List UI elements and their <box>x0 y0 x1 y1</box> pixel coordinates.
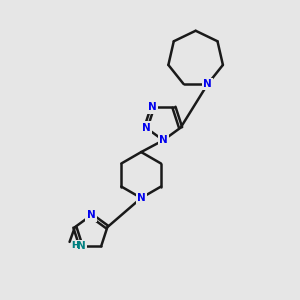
Text: N: N <box>77 241 85 251</box>
Text: N: N <box>137 193 146 203</box>
Text: N: N <box>203 79 212 89</box>
Text: N: N <box>159 135 168 145</box>
Text: N: N <box>148 102 157 112</box>
Text: N: N <box>142 123 150 133</box>
Text: N: N <box>159 135 168 145</box>
Text: N: N <box>87 210 95 220</box>
Text: N: N <box>142 123 150 133</box>
Text: N: N <box>203 79 212 89</box>
Text: H: H <box>71 241 78 250</box>
Text: N: N <box>87 210 95 220</box>
Text: N: N <box>77 241 85 251</box>
Text: N: N <box>148 102 157 112</box>
Text: H: H <box>71 241 78 250</box>
Text: N: N <box>137 193 146 203</box>
